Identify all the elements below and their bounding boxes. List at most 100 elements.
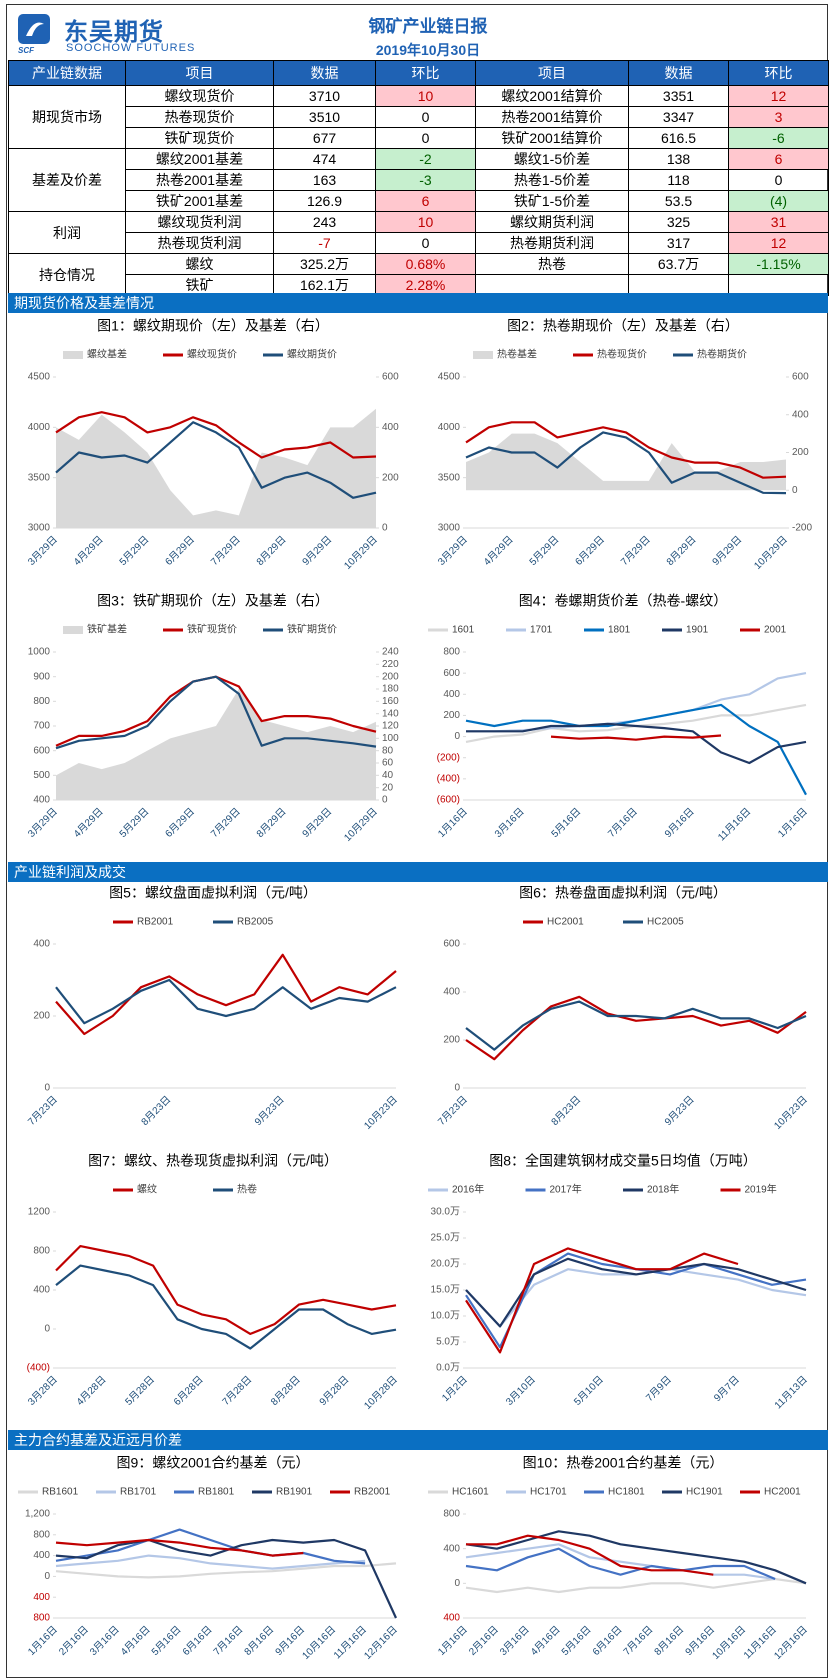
legend-label: 热卷 (237, 1183, 257, 1196)
y-tick-label: (400) (437, 773, 460, 784)
y2-tick-label: 220 (382, 659, 399, 670)
x-tick-label: 2月16日 (466, 1624, 500, 1658)
x-tick-label: 9月28日 (317, 1374, 351, 1408)
y-tick-label: 900 (33, 671, 50, 682)
y-tick-label: 0 (44, 1324, 50, 1335)
line (550, 734, 722, 741)
y-tick-label: 1200 (28, 1207, 51, 1218)
line (55, 978, 397, 1025)
y-tick-label: 3500 (438, 472, 461, 483)
y2-tick-label: 40 (382, 770, 394, 781)
y2-tick-label: 180 (382, 684, 399, 695)
y-tick-label: 1,200 (25, 1509, 50, 1520)
x-tick-label: 1月16日 (776, 806, 810, 840)
line (465, 995, 807, 1061)
item-cell: 热卷1-5价差 (475, 169, 629, 191)
y-tick-label: 0 (44, 1571, 50, 1582)
y-tick-label: (200) (437, 752, 460, 763)
table-row: 铁矿2001基差 126.9 6 铁矿1-5价差 53.5 (4) (9, 190, 829, 212)
x-tick-label: 7月28日 (220, 1374, 254, 1408)
line (465, 1543, 776, 1581)
y-tick-label: 800 (33, 1613, 50, 1624)
column-header: 环比 (375, 60, 476, 86)
x-tick-label: 5月16日 (149, 1624, 183, 1658)
y-tick-label: 600 (443, 668, 460, 679)
chart-title: 图3：铁矿期现价（左）及基差（右） (97, 593, 329, 609)
value-cell: 3347 (628, 106, 729, 128)
x-tick-label: 10月28日 (362, 1374, 400, 1412)
x-tick-label: 3月10日 (504, 1374, 538, 1408)
change-cell: -6 (728, 127, 829, 149)
legend-swatch (63, 351, 83, 359)
y-tick-label: 400 (443, 689, 460, 700)
x-tick-label: 9月29日 (300, 806, 334, 840)
y-tick-label: 600 (33, 745, 50, 756)
report-title: 钢矿产业链日报 (368, 17, 488, 36)
x-tick-label: 7月16日 (606, 806, 640, 840)
y2-tick-label: 200 (792, 447, 809, 458)
y-tick-label: 400 (33, 939, 50, 950)
x-tick-label: 7月9日 (643, 1374, 673, 1404)
change-cell: 12 (728, 232, 829, 254)
y-tick-label: 400 (443, 987, 460, 998)
line (55, 1538, 398, 1619)
line (465, 421, 787, 479)
x-tick-label: 9月16日 (662, 806, 696, 840)
table-row: 基差及价差 螺纹2001基差 474 -2 螺纹1-5价差 138 6 (8, 148, 829, 212)
y-tick-label: 4000 (28, 422, 51, 433)
section-header: 主力合约基差及近远月价差 (8, 1430, 828, 1450)
x-tick-label: 5月16日 (549, 806, 583, 840)
column-header: 环比 (728, 60, 829, 86)
legend-label: 1901 (686, 625, 709, 636)
x-tick-label: 5月10日 (572, 1374, 606, 1408)
item-cell: 热卷现货利润 (125, 232, 274, 254)
data-table: 产业链数据 项目 数据 环比 项目 数据 环比 期现货市场 螺纹现货价 3710 10 螺纹2001… (8, 60, 829, 296)
legend-label: 螺纹现货价 (187, 348, 237, 361)
y-tick-label: 800 (33, 1529, 50, 1540)
item-cell: 铁矿2001基差 (125, 190, 274, 212)
report-date: 2019年10月30日 (375, 42, 481, 58)
line (465, 1530, 807, 1585)
column-header: 数据 (273, 60, 376, 86)
y-tick-label: 3500 (28, 472, 51, 483)
legend-label: 热卷现货价 (597, 348, 647, 361)
y2-tick-label: 0 (382, 523, 388, 534)
legend-label: RB1701 (120, 1487, 157, 1498)
x-tick-label: 1月16日 (436, 1624, 470, 1658)
chart-title: 图8：全国建筑钢材成交量5日均值（万吨） (489, 1153, 757, 1169)
x-tick-label: 8月29日 (664, 534, 698, 568)
y2-tick-label: 20 (382, 782, 394, 793)
legend-label: HC1701 (530, 1487, 567, 1498)
x-tick-label: 7月23日 (26, 1094, 60, 1128)
y-tick-label: 800 (33, 1246, 50, 1257)
page-frame (6, 4, 828, 1678)
x-tick-label: 11月16日 (715, 806, 753, 844)
line (55, 675, 377, 750)
item-cell: 螺纹 (125, 253, 274, 275)
x-tick-label: 8月23日 (139, 1094, 173, 1128)
y-tick-label: 800 (443, 647, 460, 658)
x-tick-label: 9月23日 (252, 1094, 286, 1128)
x-tick-label: 4月29日 (71, 534, 105, 568)
value-cell: 162.1万 (273, 274, 376, 296)
y-tick-label: 20.0万 (431, 1259, 460, 1270)
chart-title: 图9：螺纹2001合约基差（元） (117, 1455, 310, 1471)
y-tick-label: 200 (443, 710, 460, 721)
value-cell: 3510 (273, 106, 376, 128)
line (55, 953, 397, 1036)
area (466, 433, 786, 491)
legend-label: HC1901 (686, 1487, 723, 1498)
x-tick-label: 3月16日 (497, 1624, 531, 1658)
line (55, 1528, 366, 1565)
x-tick-label: 1月16日 (26, 1624, 60, 1658)
legend-label: 铁矿基差 (87, 623, 127, 636)
x-tick-label: 5月29日 (117, 806, 151, 840)
legend-label: RB1801 (198, 1487, 235, 1498)
y-tick-label: (600) (437, 795, 460, 806)
x-tick-label: 12月16日 (772, 1624, 810, 1662)
legend-label: RB2001 (354, 1487, 391, 1498)
table-row: 铁矿现货价 677 0 铁矿2001结算价 616.5 -6 (9, 127, 829, 149)
group-label: 持仓情况 (8, 253, 126, 296)
y-tick-label: 0 (44, 1083, 50, 1094)
chart-title: 图1：螺纹期现价（左）及基差（右） (97, 318, 329, 334)
